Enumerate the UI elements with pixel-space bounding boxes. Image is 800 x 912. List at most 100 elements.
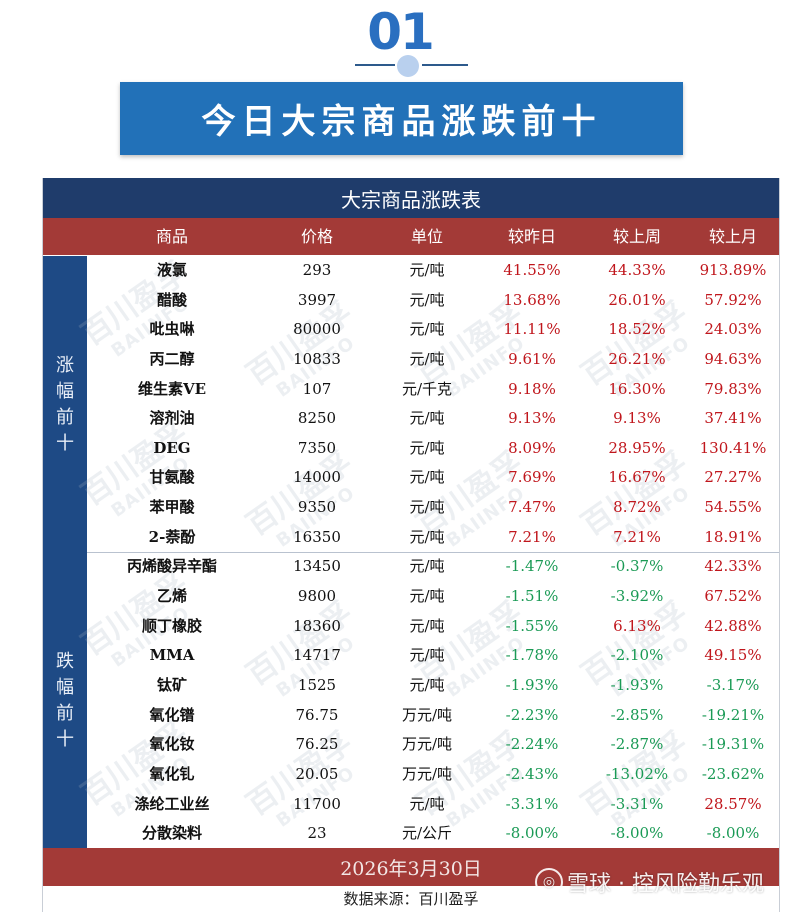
change-vs-last-month: -19.21% xyxy=(701,705,765,724)
change-vs-last-month: 54.55% xyxy=(704,498,762,517)
group-label-top-gainers: 涨 幅 前 十 xyxy=(43,256,87,553)
commodity-price: 10833 xyxy=(293,349,341,368)
commodity-price: 11700 xyxy=(293,794,341,813)
table-row: DEG 7350 元/吨 8.09% 28.95% 130.41% xyxy=(43,434,779,464)
commodity-unit: 元/吨 xyxy=(409,498,445,517)
change-vs-last-month: 913.89% xyxy=(699,261,767,279)
section-title-banner: 今日大宗商品涨跌前十 xyxy=(120,82,683,155)
change-vs-last-week: 28.95% xyxy=(608,438,666,457)
header-month-change: 较上月 xyxy=(708,227,757,246)
commodity-unit: 元/公斤 xyxy=(401,824,453,843)
commodity-name: 涤纶工业丝 xyxy=(134,794,210,813)
commodity-price: 14000 xyxy=(293,468,341,487)
commodity-unit: 元/吨 xyxy=(409,646,445,665)
change-vs-last-month: -8.00% xyxy=(706,824,760,843)
table-row: 醋酸 3997 元/吨 13.68% 26.01% 57.92% xyxy=(43,286,779,316)
change-vs-last-week: -3.92% xyxy=(610,587,664,606)
table-body: 液氯 293 元/吨 41.55% 44.33% 913.89% 醋酸 3997 元/吨 13.6… xyxy=(43,256,779,849)
commodity-unit: 元/吨 xyxy=(409,468,445,487)
change-vs-yesterday: -1.93% xyxy=(505,675,559,694)
commodity-table: 大宗商品涨跌表 商品 价格 单位 较昨日 较上周 较上月 涨 幅 前 十 跌 幅… xyxy=(42,178,780,912)
table-row: 氧化镨 76.75 万元/吨 -2.23% -2.85% -19.21% xyxy=(43,701,779,731)
decorative-line-right xyxy=(422,64,468,66)
change-vs-yesterday: 7.47% xyxy=(508,498,556,517)
change-vs-last-week: 8.72% xyxy=(613,498,661,517)
table-row: 顺丁橡胶 18360 元/吨 -1.55% 6.13% 42.88% xyxy=(43,612,779,642)
change-vs-yesterday: 9.61% xyxy=(508,349,556,368)
commodity-price: 7350 xyxy=(297,438,337,457)
change-vs-yesterday: 9.18% xyxy=(508,379,556,398)
table-row: 甘氨酸 14000 元/吨 7.69% 16.67% 27.27% xyxy=(43,463,779,493)
change-vs-yesterday: -1.47% xyxy=(505,557,559,576)
report-date: 2026年3月30日 xyxy=(340,857,482,880)
commodity-price: 9350 xyxy=(297,498,337,517)
table-row: 钛矿 1525 元/吨 -1.93% -1.93% -3.17% xyxy=(43,671,779,701)
group-label-char: 十 xyxy=(56,728,74,750)
commodity-name: 分散染料 xyxy=(141,824,202,843)
decorative-line-left xyxy=(355,64,395,66)
change-vs-yesterday: 11.11% xyxy=(503,320,561,339)
change-vs-last-month: 18.91% xyxy=(704,527,762,546)
group-label-char: 前 xyxy=(56,702,74,724)
change-vs-last-week: 9.13% xyxy=(613,409,661,428)
change-vs-last-week: -0.37% xyxy=(610,557,664,576)
commodity-price: 23 xyxy=(307,824,327,843)
change-vs-last-week: 16.67% xyxy=(608,468,666,487)
table-row: 氧化钆 20.05 万元/吨 -2.43% -13.02% -23.62% xyxy=(43,760,779,790)
commodity-price: 18360 xyxy=(293,616,341,635)
change-vs-last-week: 26.21% xyxy=(608,349,666,368)
change-vs-last-month: 94.63% xyxy=(704,349,762,368)
table-title: 大宗商品涨跌表 xyxy=(43,178,779,218)
commodity-price: 107 xyxy=(302,379,332,398)
commodity-price: 9800 xyxy=(297,587,337,606)
commodity-name: 苯甲酸 xyxy=(149,498,195,517)
commodity-unit: 元/千克 xyxy=(401,379,453,398)
section-title: 今日大宗商品涨跌前十 xyxy=(201,102,602,142)
table-row: 涤纶工业丝 11700 元/吨 -3.31% -3.31% 28.57% xyxy=(43,790,779,820)
commodity-unit: 元/吨 xyxy=(409,527,445,546)
change-vs-last-month: -3.17% xyxy=(706,675,760,694)
change-vs-yesterday: -1.55% xyxy=(505,616,559,635)
header-unit: 单位 xyxy=(410,227,443,246)
change-vs-last-week: 6.13% xyxy=(613,616,661,635)
change-vs-yesterday: -1.51% xyxy=(505,587,559,606)
commodity-name: 氧化镨 xyxy=(149,705,195,724)
xueqiu-logo-icon: ◎ xyxy=(535,868,563,896)
commodity-unit: 万元/吨 xyxy=(401,764,453,783)
change-vs-last-week: 16.30% xyxy=(608,379,666,398)
change-vs-yesterday: 8.09% xyxy=(508,438,556,457)
commodity-name: 维生素VE xyxy=(137,379,207,398)
commodity-unit: 元/吨 xyxy=(409,438,445,457)
commodity-name: 2-萘酚 xyxy=(148,527,196,546)
change-vs-last-week: -2.87% xyxy=(610,735,664,754)
table-row: 丙二醇 10833 元/吨 9.61% 26.21% 94.63% xyxy=(43,345,779,375)
commodity-unit: 元/吨 xyxy=(409,675,445,694)
group-divider xyxy=(87,552,779,553)
change-vs-yesterday: -2.43% xyxy=(505,764,559,783)
change-vs-last-week: 18.52% xyxy=(608,320,666,339)
change-vs-yesterday: 7.69% xyxy=(508,468,556,487)
change-vs-last-week: -1.93% xyxy=(610,675,664,694)
commodity-name: 液氯 xyxy=(156,261,187,279)
change-vs-last-month: 24.03% xyxy=(704,320,762,339)
table-row: 丙烯酸异辛酯 13450 元/吨 -1.47% -0.37% 42.33% xyxy=(43,552,779,582)
table-header-row: 商品 价格 单位 较昨日 较上周 较上月 xyxy=(43,218,779,255)
commodity-price: 13450 xyxy=(293,557,341,576)
commodity-unit: 元/吨 xyxy=(409,794,445,813)
change-vs-yesterday: -2.23% xyxy=(505,705,559,724)
table-row: 维生素VE 107 元/千克 9.18% 16.30% 79.83% xyxy=(43,375,779,405)
change-vs-last-month: 67.52% xyxy=(704,587,762,606)
commodity-name: 丙二醇 xyxy=(149,349,195,368)
commodity-name: 氧化钕 xyxy=(149,735,195,754)
change-vs-yesterday: -1.78% xyxy=(505,646,559,665)
data-source: 数据来源：百川盈孚 xyxy=(343,890,479,908)
change-vs-last-week: -2.10% xyxy=(610,646,664,665)
commodity-price: 76.25 xyxy=(295,735,339,754)
table-row: 2-萘酚 16350 元/吨 7.21% 7.21% 18.91% xyxy=(43,523,779,553)
group-label-char: 涨 xyxy=(56,354,74,376)
change-vs-last-month: -19.31% xyxy=(701,735,765,754)
table-row: 苯甲酸 9350 元/吨 7.47% 8.72% 54.55% xyxy=(43,493,779,523)
table-row: 乙烯 9800 元/吨 -1.51% -3.92% 67.52% xyxy=(43,582,779,612)
commodity-name: 溶剂油 xyxy=(149,409,195,428)
header-week-change: 较上周 xyxy=(612,227,661,246)
